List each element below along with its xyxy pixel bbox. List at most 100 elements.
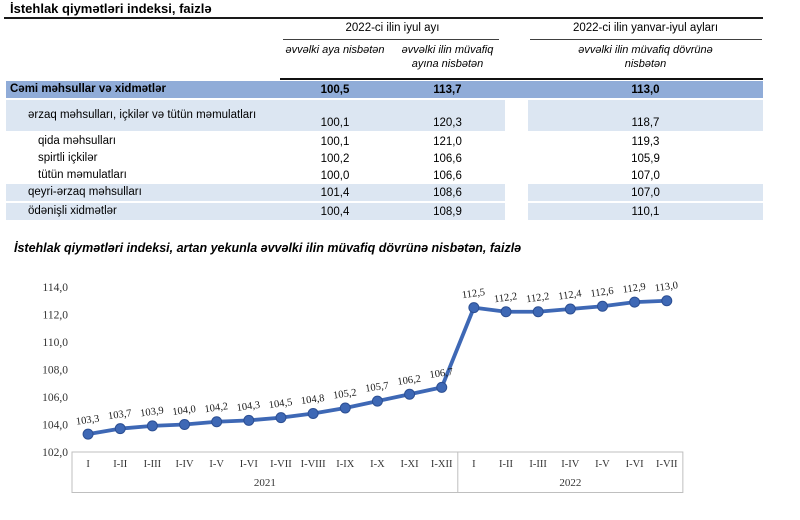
x-category-label: I-VI [240,459,259,470]
x-category-label: I-V [209,459,224,470]
x-category-label: I-III [529,459,547,470]
x-category-label: I-XI [401,459,420,470]
table-row: ərzaq məhsulları, içkilər və tütün məmul… [6,100,763,133]
data-point [179,419,191,430]
row-value: 107,0 [631,169,660,182]
x-category-label: I-VII [656,459,678,470]
row-value: 101,4 [280,184,390,201]
row-label: Cəmi məhsullar və xidmətlər [6,81,280,98]
column-gap [505,184,528,201]
row-value: 118,7 [528,100,763,131]
table-title: İstehlak qiymətləri indeksi, faizlə [10,1,212,16]
x-category-label: I-VI [626,459,645,470]
subheader-vs-same-period-prev-year: əvvəlki ilin müvafiq dövrünə nisbətən [578,44,713,70]
data-point-label: 113,0 [654,280,679,294]
row-value: 121,0 [433,135,462,148]
table-row: ödənişli xidmətlər 100,4 108,9 110,1 [6,203,763,222]
data-point [243,414,255,426]
row-label: tütün məmulatları [38,169,127,181]
y-axis-tick-label: 104,0 [42,420,68,432]
row-value: 100,5 [280,81,390,98]
x-category-label: I [86,459,90,470]
data-point [146,420,158,432]
y-axis-tick-label: 102,0 [42,447,68,459]
data-point [371,395,383,407]
row-value: 108,6 [390,184,505,201]
data-point-label: 104,5 [268,397,293,411]
row-value: 100,2 [320,152,350,165]
column-group-jan-july-underline [530,39,762,40]
row-label: qeyri-ərzaq məhsulları [6,184,280,201]
data-point-label: 112,2 [526,291,551,305]
row-value: 108,9 [390,203,505,220]
y-axis-tick-label: 108,0 [42,365,68,377]
data-point [404,388,416,400]
row-label: ödənişli xidmətlər [6,203,280,220]
x-category-label: I-VIII [301,459,327,470]
data-point [468,302,480,314]
data-point-label: 103,9 [140,405,165,419]
data-point [564,303,576,315]
data-point-label: 112,9 [622,282,647,296]
x-category-label: I-X [370,459,385,470]
x-category-label: I-IV [175,459,193,470]
table-row: qida məhsulları 100,1 121,0 119,3 [6,133,763,150]
x-category-label: I-XII [431,459,453,470]
ipc-line-chart: 114,0 112,0 110,0 108,0 106,0 104,0 102,0 2021 2… [0,270,720,515]
data-point-label: 112,4 [558,288,583,302]
y-axis-tick-label: 112,0 [43,310,69,322]
column-gap [505,81,528,98]
data-point-label: 112,6 [590,286,615,300]
data-point-label: 103,7 [107,408,132,422]
row-value: 100,0 [320,169,350,182]
year-label: 2021 [254,477,276,489]
row-value: 113,7 [390,81,505,98]
x-category-label: I-V [595,459,610,470]
row-value: 107,0 [528,184,763,201]
data-point-label: 112,2 [493,291,518,305]
x-category-label: I-VII [270,459,292,470]
row-value: 106,6 [433,169,462,182]
x-category-label: I-III [144,459,162,470]
row-label: qida məhsulları [38,135,116,147]
row-label: ərzaq məhsulları, içkilər və tütün məmul… [6,100,280,131]
table-row: spirtli içkilər 100,2 106,6 105,9 [6,150,763,167]
data-point [596,300,608,312]
category-axis-box [71,451,684,493]
title-underline [4,17,763,19]
data-point-label: 112,5 [461,287,486,301]
column-gap [505,203,528,220]
data-point-label: 104,2 [204,401,229,415]
subheader-vs-same-month-prev-year: əvvəlki ilin müvafiq ayına nisbətən [401,44,494,70]
x-category-label: I-IV [561,459,579,470]
row-value: 110,1 [528,203,763,220]
row-value: 100,1 [320,135,350,148]
data-point [436,381,448,393]
data-point [211,416,223,428]
row-value: 105,9 [631,152,660,165]
data-point [275,412,287,424]
year-label: 2022 [559,477,581,489]
chart-title: İstehlak qiymətləri indeksi, artan yekun… [14,241,522,255]
column-group-july-underline [283,39,499,40]
column-gap [505,167,528,184]
row-value: 119,3 [631,135,660,148]
column-gap [505,150,528,167]
data-point [114,423,126,435]
data-point-label: 105,2 [332,387,357,401]
x-category-label: I-IX [336,459,354,470]
column-gap [505,100,528,131]
column-group-july: 2022-ci ilin iyul ayı [345,22,440,34]
subheader-vs-previous-month: əvvəlki aya nisbətən [285,44,385,56]
table-rows: Cəmi məhsullar və xidmətlər 100,5 113,7 113… [6,81,763,222]
data-point-label: 106,2 [397,374,422,388]
data-point-label: 106,7 [429,367,454,381]
data-point [500,306,512,318]
data-point-label: 103,3 [75,414,100,428]
data-point [629,296,641,308]
data-point-label: 104,0 [172,404,197,418]
table-row: Cəmi məhsullar və xidmətlər 100,5 113,7 113… [6,81,763,100]
data-point-label: 105,7 [365,381,390,395]
row-value: 106,6 [433,152,462,165]
